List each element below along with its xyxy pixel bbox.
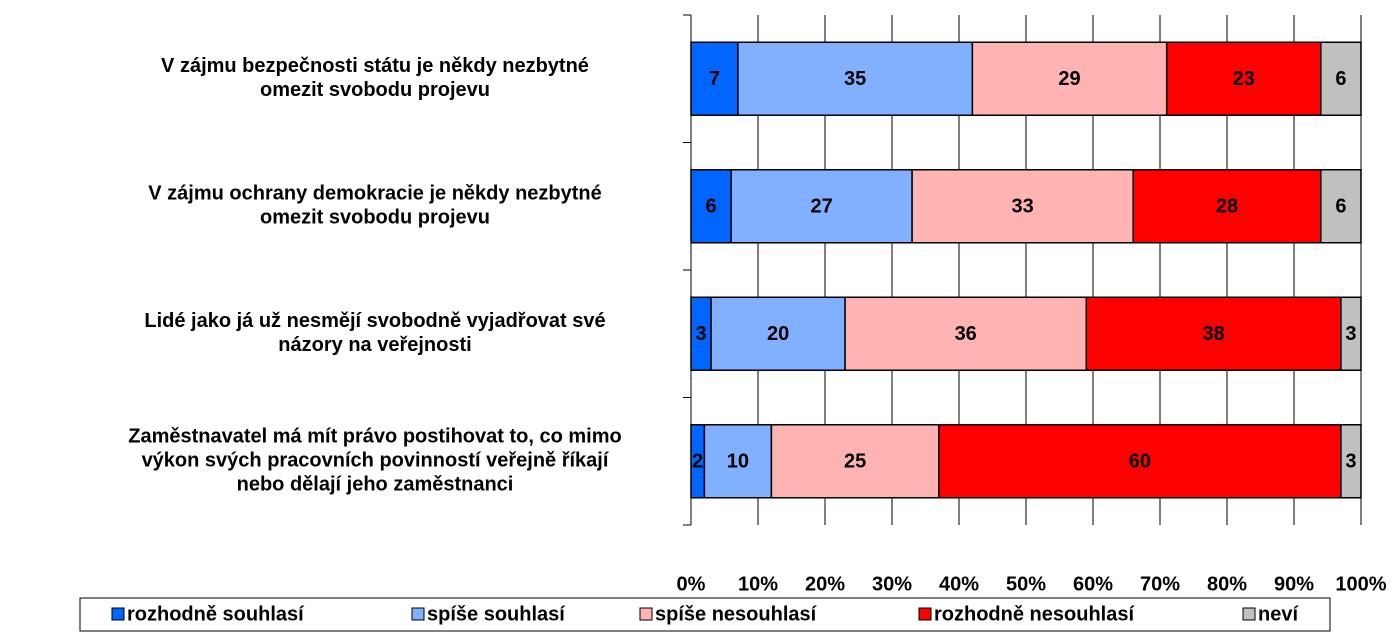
bar-segment bbox=[1320, 41, 1362, 116]
value-label: 7 bbox=[709, 68, 720, 90]
category-label: V zájmu ochrany demokracie je někdy nezb… bbox=[148, 183, 602, 205]
x-tick-label: 60% bbox=[1073, 573, 1113, 595]
x-tick-label: 50% bbox=[1006, 573, 1046, 595]
category-label: názory na veřejnosti bbox=[278, 334, 471, 356]
value-label: 36 bbox=[955, 323, 977, 345]
bar-segment bbox=[938, 424, 1342, 499]
x-tick-label: 80% bbox=[1207, 573, 1247, 595]
value-label: 60 bbox=[1129, 451, 1151, 473]
legend-label: neví bbox=[1258, 603, 1299, 625]
value-label: 20 bbox=[767, 323, 789, 345]
x-tick-label: 20% bbox=[805, 573, 845, 595]
legend-swatch bbox=[411, 607, 425, 621]
value-label: 28 bbox=[1216, 196, 1238, 218]
legend-swatch bbox=[1242, 607, 1256, 621]
bar-segment bbox=[844, 296, 1088, 371]
x-tick-label: 90% bbox=[1274, 573, 1314, 595]
value-label: 6 bbox=[1335, 68, 1346, 90]
bar-segment bbox=[1340, 424, 1362, 499]
bar-segment bbox=[1085, 296, 1342, 371]
value-label: 33 bbox=[1012, 196, 1034, 218]
value-label: 6 bbox=[1335, 196, 1346, 218]
x-tick-label: 30% bbox=[872, 573, 912, 595]
value-label: 38 bbox=[1202, 323, 1224, 345]
category-label: Zaměstnavatel má mít právo postihovat to… bbox=[128, 426, 621, 448]
bar-segment bbox=[730, 169, 913, 244]
category-label: nebo dělají jeho zaměstnanci bbox=[237, 474, 514, 496]
x-tick-label: 100% bbox=[1335, 573, 1386, 595]
value-label: 25 bbox=[844, 451, 866, 473]
legend-swatch bbox=[111, 607, 125, 621]
bar-segment bbox=[770, 424, 940, 499]
value-label: 10 bbox=[727, 451, 749, 473]
bar-segment bbox=[710, 296, 846, 371]
value-label: 3 bbox=[1345, 323, 1356, 345]
bar-segment bbox=[737, 41, 974, 116]
value-label: 6 bbox=[706, 196, 717, 218]
category-label: výkon svých pracovních povinností veřejn… bbox=[142, 450, 610, 472]
legend-swatch bbox=[918, 607, 932, 621]
legend-box bbox=[79, 597, 1331, 632]
category-label: Lidé jako já už nesmějí svobodně vyjadřo… bbox=[144, 310, 605, 332]
category-label: V zájmu bezpečnosti státu je někdy nezby… bbox=[161, 55, 589, 77]
bar-segment bbox=[1320, 169, 1362, 244]
x-tick-label: 70% bbox=[1140, 573, 1180, 595]
value-label: 29 bbox=[1058, 68, 1080, 90]
legend-label: rozhodně nesouhlasí bbox=[934, 603, 1135, 625]
legend-swatch bbox=[639, 607, 653, 621]
bar-segment bbox=[1132, 169, 1322, 244]
value-label: 3 bbox=[695, 323, 706, 345]
x-tick-label: 40% bbox=[939, 573, 979, 595]
bar-segment bbox=[690, 169, 732, 244]
bar-segment bbox=[703, 424, 773, 499]
value-label: 3 bbox=[1345, 451, 1356, 473]
category-label: omezit svobodu projevu bbox=[260, 79, 490, 101]
x-tick-label: 0% bbox=[677, 573, 706, 595]
bar-segment bbox=[1340, 296, 1362, 371]
value-label: 35 bbox=[844, 68, 866, 90]
legend-label: spíše nesouhlasí bbox=[655, 603, 818, 625]
category-label: omezit svobodu projevu bbox=[260, 207, 490, 229]
x-tick-label: 10% bbox=[738, 573, 778, 595]
bar-segment bbox=[911, 169, 1134, 244]
value-label: 23 bbox=[1233, 68, 1255, 90]
value-label: 27 bbox=[811, 196, 833, 218]
legend-label: rozhodně souhlasí bbox=[127, 603, 305, 625]
value-label: 2 bbox=[692, 451, 703, 473]
legend-label: spíše souhlasí bbox=[427, 603, 566, 625]
